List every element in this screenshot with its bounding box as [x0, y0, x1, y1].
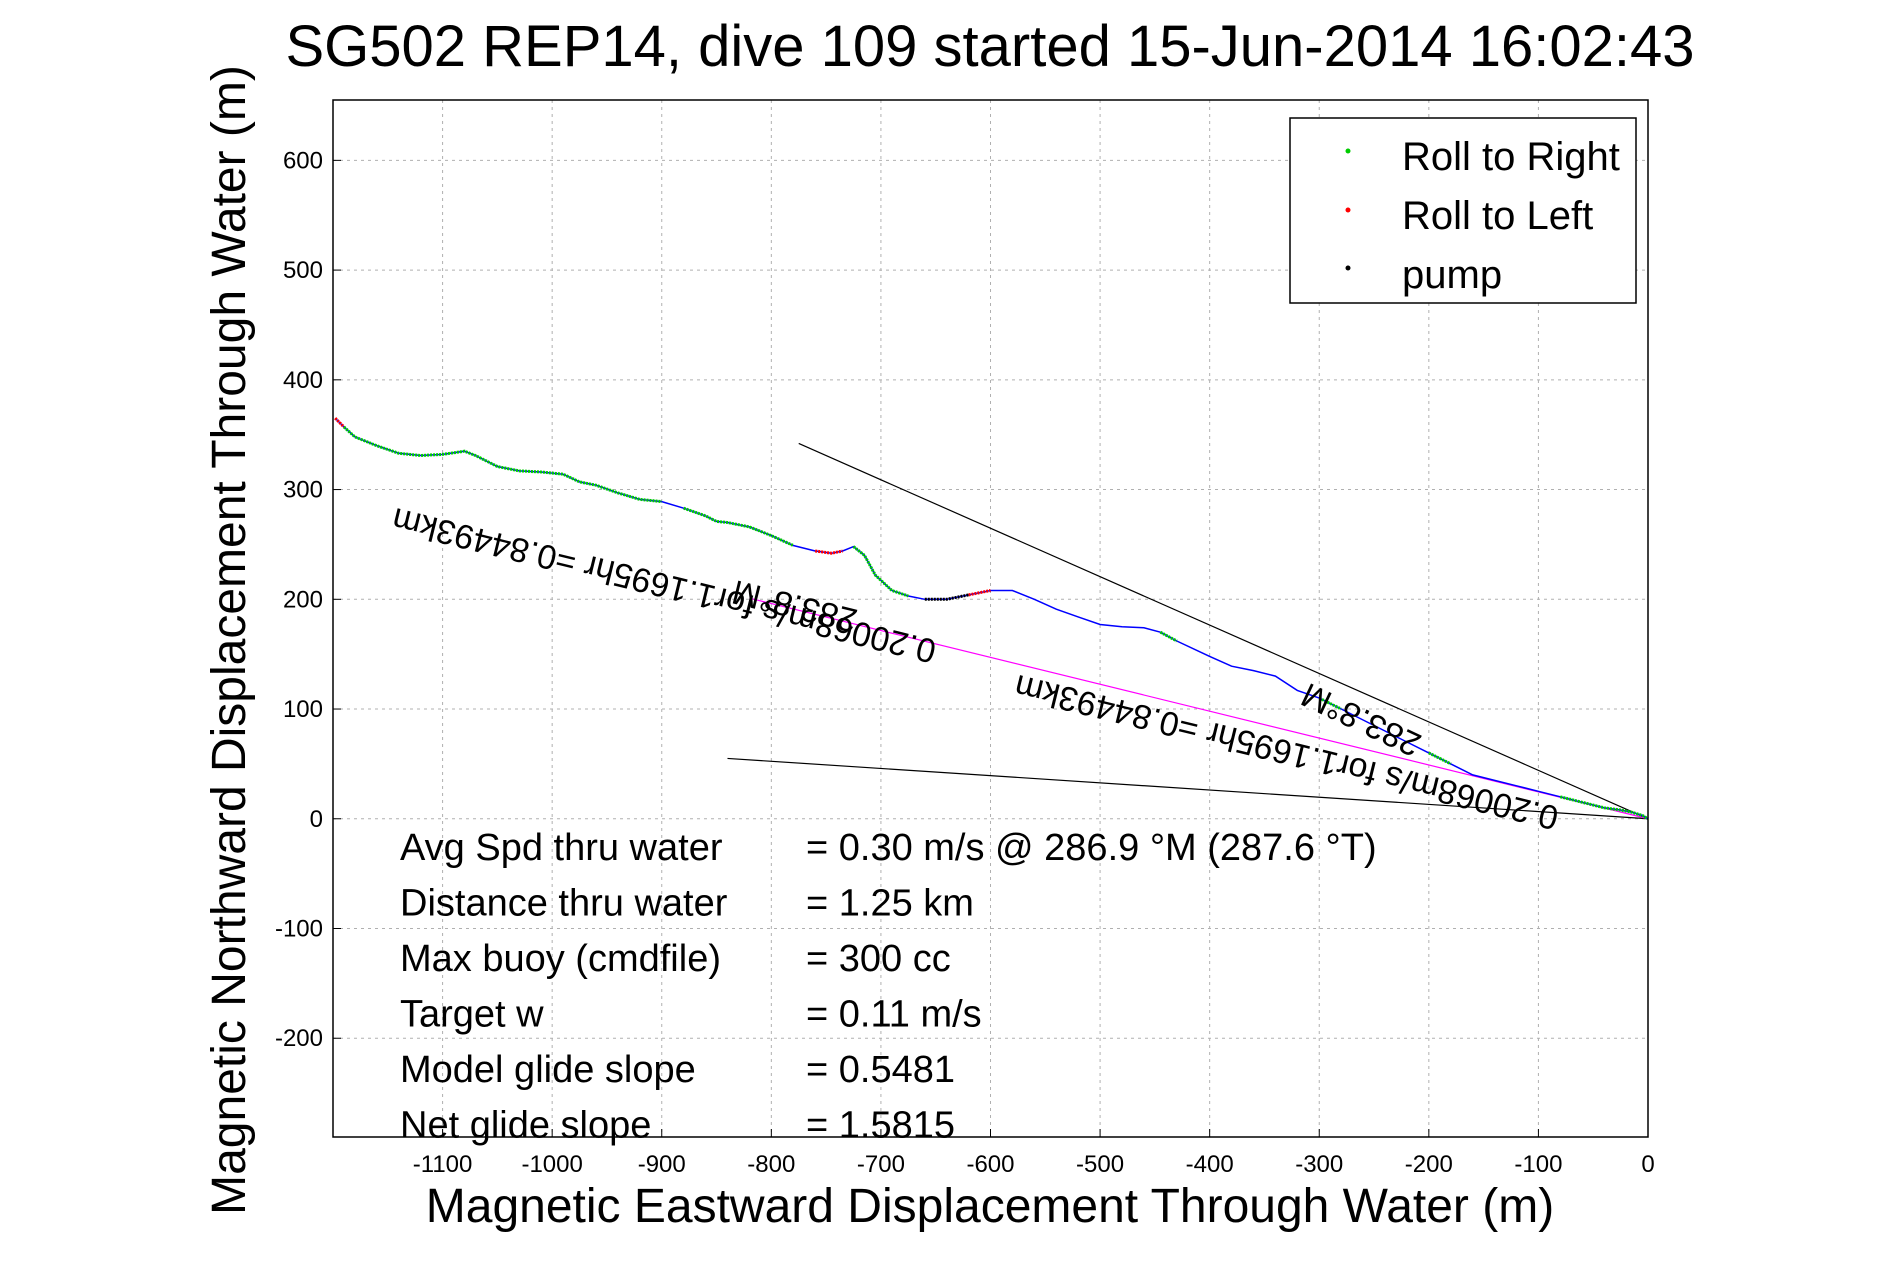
- x-tick-label: -1000: [521, 1151, 582, 1178]
- stat-value: = 300 cc: [806, 938, 951, 980]
- overlay-line: [798, 442, 1649, 820]
- y-tick-label: 600: [283, 147, 323, 174]
- y-tick-label: 400: [283, 367, 323, 394]
- roll-marker-segment: [1318, 696, 1342, 711]
- y-axis-label: Magnetic Northward Displacement Through …: [203, 65, 256, 1215]
- x-tick-label: -300: [1295, 1151, 1343, 1178]
- y-tick-label: -100: [275, 916, 323, 943]
- x-tick-label: 0: [1641, 1151, 1654, 1178]
- x-tick-label: -1100: [413, 1151, 473, 1178]
- stat-label: Net glide slope: [400, 1105, 651, 1147]
- roll-marker-segment: [1159, 630, 1178, 643]
- stat-value: = 0.30 m/s @ 286.9 °M (287.6 °T): [806, 827, 1377, 869]
- y-tick-label: -200: [275, 1025, 323, 1052]
- tick-labels: -1100 -1000 -900 -800 -700 -600 -500 -400 -300 -2…: [275, 147, 1655, 1178]
- roll-marker-segment: [342, 425, 662, 504]
- x-tick-label: -500: [1076, 1151, 1124, 1178]
- chart-title: SG502 REP14, dive 109 started 15-Jun-201…: [285, 14, 1694, 79]
- roll-marker-segment: [683, 506, 794, 547]
- stats-block: Avg Spd thru water = 0.30 m/s @ 286.9 °M …: [400, 827, 1377, 1147]
- y-tick-label: 0: [310, 806, 323, 833]
- overlay-line: [727, 757, 1649, 820]
- y-tick-label: 300: [283, 477, 323, 504]
- roll-marker-segment: [815, 549, 843, 555]
- y-tick-label: 200: [283, 586, 323, 613]
- stat-label: Model glide slope: [400, 1049, 696, 1091]
- roll-markers: [334, 417, 1649, 821]
- x-tick-label: -100: [1514, 1151, 1562, 1178]
- legend: Roll to Right Roll to Left pump: [1289, 117, 1637, 304]
- y-tick-label: 100: [283, 696, 323, 723]
- roll-marker-segment: [1428, 751, 1452, 766]
- grid: [333, 100, 1648, 1137]
- y-tick-label: 500: [283, 257, 323, 284]
- stat-label: Max buoy (cmdfile): [400, 938, 721, 980]
- x-axis-label: Magnetic Eastward Displacement Through W…: [426, 1180, 1554, 1233]
- legend-marker-roll-left: [1345, 207, 1351, 213]
- x-tick-label: -700: [857, 1151, 905, 1178]
- roll-marker-segment: [852, 545, 909, 598]
- x-tick-label: -400: [1186, 1151, 1234, 1178]
- stat-value: = 1.5815: [806, 1105, 955, 1147]
- x-tick-label: -900: [638, 1151, 686, 1178]
- roll-marker-segment: [968, 589, 991, 597]
- roll-marker-segment: [924, 593, 969, 601]
- x-tick-label: -600: [966, 1151, 1014, 1178]
- stat-label: Avg Spd thru water: [400, 827, 723, 869]
- legend-marker-roll-right: [1345, 148, 1351, 154]
- roll-marker-segment: [334, 417, 346, 429]
- x-tick-label: -200: [1405, 1151, 1453, 1178]
- roll-marker-segment: [1559, 795, 1649, 821]
- legend-label-pump: pump: [1402, 253, 1502, 297]
- stat-label: Target w: [400, 994, 544, 1036]
- x-tick-label: -800: [747, 1151, 795, 1178]
- stat-value: = 1.25 km: [806, 883, 974, 925]
- legend-label-roll-right: Roll to Right: [1402, 135, 1620, 179]
- legend-marker-pump: [1345, 265, 1351, 271]
- stat-value: = 0.5481: [806, 1049, 955, 1091]
- stat-value: = 0.11 m/s: [806, 994, 982, 1036]
- legend-label-roll-left: Roll to Left: [1402, 194, 1593, 238]
- stat-label: Distance thru water: [400, 883, 728, 925]
